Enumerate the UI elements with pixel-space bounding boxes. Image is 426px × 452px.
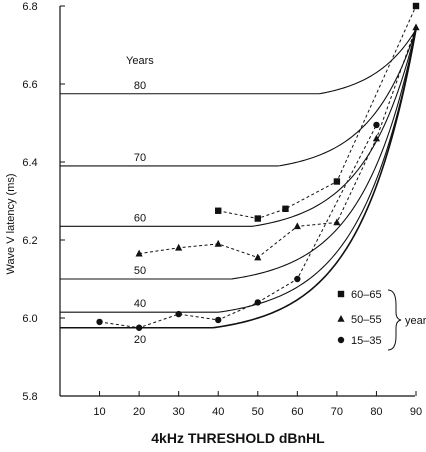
y-tick-label: 6.4 <box>22 157 37 169</box>
data-point-triangle <box>333 218 341 226</box>
data-point-square <box>215 207 222 214</box>
age-curve-label: 60 <box>134 212 146 224</box>
x-tick-label: 50 <box>252 406 264 418</box>
x-tick-label: 20 <box>133 406 145 418</box>
legend-group-label: years <box>405 315 426 327</box>
y-axis-label: Wave V latency (ms) <box>5 173 17 274</box>
data-point-circle <box>96 318 103 326</box>
curves-header: Years <box>126 55 154 67</box>
series-triangle <box>135 23 420 261</box>
x-tick-label: 30 <box>173 406 185 418</box>
data-point-triangle <box>372 134 381 142</box>
x-tick-label: 60 <box>291 406 303 418</box>
age-curve-70 <box>60 29 417 167</box>
legend-entry: 15–35 <box>351 335 382 347</box>
data-series <box>96 2 420 331</box>
age-curve-80 <box>60 29 417 95</box>
data-point-triangle <box>293 222 301 230</box>
data-point-triangle <box>135 249 143 257</box>
x-tick-label: 90 <box>410 406 422 418</box>
data-point-square <box>282 205 289 212</box>
age-curve-label: 20 <box>134 334 146 346</box>
data-point-circle <box>294 275 301 283</box>
age-curve-40 <box>60 29 417 313</box>
x-tick-label: 40 <box>212 406 224 418</box>
y-tick-label: 6.8 <box>22 1 37 13</box>
x-axis-label: 4kHz THRESHOLD dBnHL <box>151 430 325 446</box>
plot-frame <box>59 6 415 397</box>
data-point-square <box>412 2 420 10</box>
data-point-triangle <box>412 23 420 31</box>
age-curve-label: 80 <box>134 80 146 92</box>
age-curve-label: 70 <box>134 152 146 164</box>
y-tick-label: 6.0 <box>22 313 37 325</box>
data-point-triangle <box>175 243 183 251</box>
age-curve-60 <box>60 29 417 227</box>
legend-marker-triangle <box>337 315 345 322</box>
legend-marker-circle <box>337 336 345 344</box>
legend-entry: 50–55 <box>351 314 382 326</box>
series-square <box>215 2 420 222</box>
legend-brace <box>387 289 402 351</box>
x-ticks: 10 20 30 40 50 60 70 80 90 <box>93 391 422 418</box>
data-point-circle <box>175 310 182 318</box>
data-point-square <box>254 215 261 222</box>
x-tick-label: 70 <box>331 406 343 418</box>
data-point-circle <box>215 316 222 324</box>
series-circle <box>96 121 380 331</box>
data-point-circle <box>373 121 380 129</box>
data-point-square <box>333 178 341 185</box>
age-curve-50 <box>60 29 417 280</box>
series-line <box>139 27 417 259</box>
x-tick-label: 80 <box>370 406 382 418</box>
y-tick-label: 6.6 <box>22 79 37 91</box>
x-tick-label: 10 <box>93 406 105 418</box>
y-tick-label: 6.2 <box>22 235 37 247</box>
data-point-circle <box>254 299 261 306</box>
data-point-circle <box>135 324 143 331</box>
y-tick-label: 5.8 <box>22 391 37 403</box>
legend: 60–65 50–55 15–35 years <box>337 289 426 351</box>
y-ticks: 5.8 6.0 6.2 6.4 6.6 6.8 <box>22 1 65 403</box>
age-curve-20 <box>60 29 417 329</box>
age-curve-label: 50 <box>134 265 146 277</box>
age-curves: 80 70 60 50 40 20 <box>60 29 417 346</box>
legend-marker-square <box>337 290 345 298</box>
data-point-triangle <box>214 239 222 247</box>
data-point-triangle <box>254 253 262 261</box>
age-curve-label: 40 <box>134 298 146 310</box>
legend-entry: 60–65 <box>351 289 382 301</box>
